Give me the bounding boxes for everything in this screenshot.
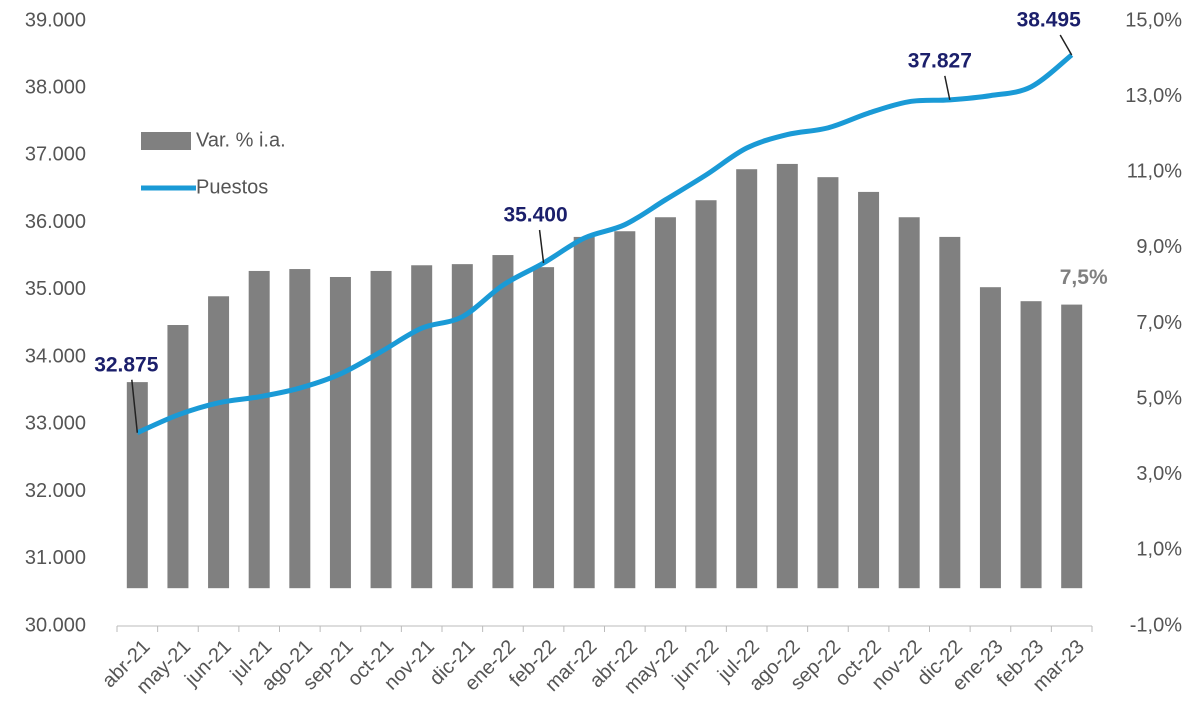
bar — [898, 217, 920, 589]
line-label: 32.875 — [94, 353, 159, 376]
bar — [533, 267, 555, 589]
y2-tick-label: 15,0% — [1125, 9, 1182, 31]
y2-tick-label: 9,0% — [1136, 236, 1182, 258]
y2-tick-label: -1,0% — [1130, 614, 1182, 636]
line-label: 37.827 — [908, 49, 972, 72]
y-tick-label: 36.000 — [25, 211, 86, 233]
bar — [289, 269, 311, 589]
y-tick-label: 32.000 — [25, 480, 86, 502]
y2-tick-label: 7,0% — [1136, 312, 1182, 334]
y-tick-label: 38.000 — [25, 77, 86, 99]
bar — [167, 325, 189, 589]
bar — [939, 236, 961, 589]
bar — [695, 200, 717, 589]
bar-label: 7,5% — [1060, 266, 1108, 289]
bar — [411, 265, 433, 589]
y-tick-label: 35.000 — [25, 278, 86, 300]
bar — [370, 270, 392, 589]
y-tick-label: 39.000 — [25, 9, 86, 31]
bar — [1020, 301, 1042, 589]
y2-tick-label: 11,0% — [1127, 161, 1182, 183]
legend-swatch — [141, 132, 191, 150]
bar — [736, 169, 758, 589]
y-tick-label: 37.000 — [25, 144, 86, 166]
bar — [776, 163, 798, 589]
y-tick-label: 34.000 — [25, 345, 86, 367]
bar — [614, 231, 636, 589]
bar — [1061, 304, 1083, 589]
y2-tick-label: 13,0% — [1125, 85, 1182, 107]
legend-label: Var. % i.a. — [196, 129, 286, 151]
bar — [208, 296, 230, 589]
leader-line — [1059, 34, 1073, 56]
line-label: 38.495 — [1017, 8, 1082, 31]
leader-line — [538, 229, 545, 264]
bar — [451, 264, 473, 589]
y-tick-label: 33.000 — [25, 413, 86, 435]
bar — [248, 270, 270, 589]
bar — [573, 236, 595, 589]
bar — [858, 191, 880, 589]
bar — [979, 287, 1001, 589]
line-label: 35.400 — [503, 204, 567, 227]
leader-line — [131, 379, 139, 433]
x-tick-label: jun-21 — [180, 636, 236, 692]
bar — [126, 382, 148, 589]
y-tick-label: 31.000 — [25, 547, 86, 569]
bar — [654, 217, 676, 589]
y2-tick-label: 5,0% — [1136, 387, 1182, 409]
x-tick-label: jun-22 — [668, 636, 724, 692]
y-tick-label: 30.000 — [25, 614, 86, 636]
bar — [817, 177, 839, 589]
bar — [329, 276, 351, 589]
y2-tick-label: 3,0% — [1136, 463, 1182, 485]
bar — [492, 255, 514, 589]
line — [136, 52, 1074, 436]
y2-tick-label: 1,0% — [1136, 539, 1182, 561]
leader-line — [944, 75, 951, 101]
legend-label: Puestos — [196, 176, 268, 198]
